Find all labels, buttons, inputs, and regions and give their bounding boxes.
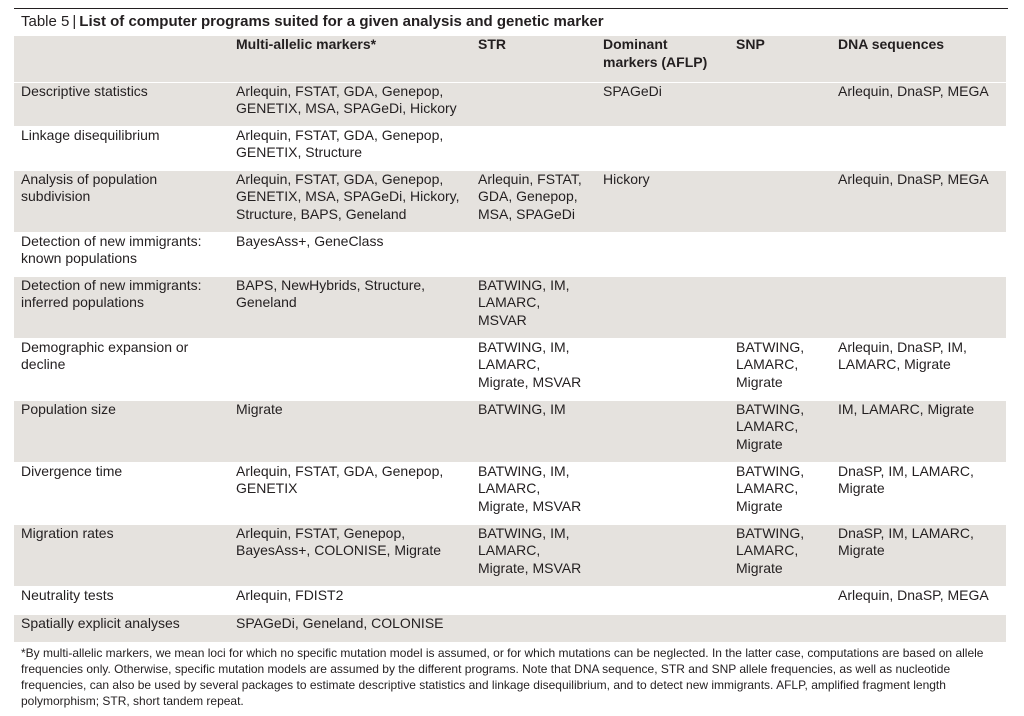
cell-analysis: Detection of new immigrants: known popul…	[21, 232, 202, 267]
table-row: Detection of new immigrants: inferred po…	[14, 276, 1006, 338]
table-number: Table 5	[21, 13, 70, 30]
cell-multi-allelic: Arlequin, FSTAT, GDA, Genepop, GENETIX, …	[236, 82, 457, 117]
table-row: Linkage disequilibrium Arlequin, FSTAT, G…	[14, 126, 1006, 170]
cell-multi-allelic: BayesAss+, GeneClass	[236, 232, 384, 249]
cell-analysis: Migration rates	[21, 524, 114, 541]
cell-dna-sequences: IM, LAMARC, Migrate	[838, 400, 975, 417]
cell-snp	[729, 276, 831, 338]
table-header: Multi-allelic markers* STR Dominant mark…	[14, 36, 1006, 82]
cell-multi-allelic: Arlequin, FSTAT, GDA, Genepop, GENETIX	[236, 462, 444, 497]
cell-dominant: Hickory	[603, 170, 650, 187]
caption-separator: |	[72, 13, 77, 30]
cell-dna-sequences: DnaSP, IM, LAMARC, Migrate	[838, 524, 974, 559]
table-body: Descriptive statistics Arlequin, FSTAT, G…	[14, 82, 1006, 642]
table-row: Spatially explicit analyses SPAGeDi, Gene…	[14, 614, 1006, 642]
cell-dominant	[596, 586, 729, 614]
header-str: STR	[478, 36, 506, 52]
header-row: Multi-allelic markers* STR Dominant mark…	[14, 36, 1006, 82]
cell-str: BATWING, IM, LAMARC, MSVAR	[478, 276, 570, 328]
cell-str: BATWING, IM, LAMARC, Migrate, MSVAR	[478, 338, 582, 390]
cell-snp	[729, 614, 831, 642]
cell-analysis: Spatially explicit analyses	[21, 614, 180, 631]
cell-snp: BATWING, LAMARC, Migrate	[736, 524, 805, 576]
cell-snp: BATWING, LAMARC, Migrate	[736, 462, 805, 514]
cell-snp	[729, 232, 831, 276]
cell-dominant	[596, 276, 729, 338]
programs-table: Multi-allelic markers* STR Dominant mark…	[14, 36, 1006, 642]
table-row: Neutrality tests Arlequin, FDIST2 Arlequin…	[14, 586, 1006, 614]
header-dominant: Dominant markers (AFLP)	[603, 36, 708, 70]
cell-analysis: Neutrality tests	[21, 586, 114, 603]
table-row: Migration rates Arlequin, FSTAT, Genepop,…	[14, 524, 1006, 586]
cell-str	[471, 586, 596, 614]
table-caption: Table 5 | List of computer programs suited…	[21, 13, 604, 31]
cell-multi-allelic: Arlequin, FSTAT, GDA, Genepop, GENETIX, …	[236, 170, 460, 222]
cell-str: BATWING, IM	[478, 400, 566, 417]
cell-multi-allelic: SPAGeDi, Geneland, COLONISE	[236, 614, 444, 631]
cell-multi-allelic	[229, 338, 471, 400]
cell-snp: BATWING, LAMARC, Migrate	[736, 338, 805, 390]
cell-str	[471, 82, 596, 126]
table-row: Population size Migrate BATWING, IM BATWING…	[14, 400, 1006, 462]
cell-snp	[729, 170, 831, 232]
cell-analysis: Population size	[21, 400, 116, 417]
cell-dna-sequences	[831, 126, 1006, 170]
cell-analysis: Descriptive statistics	[21, 82, 148, 99]
cell-dominant	[596, 126, 729, 170]
cell-snp: BATWING, LAMARC, Migrate	[736, 400, 805, 452]
cell-dominant	[596, 400, 729, 462]
cell-dna-sequences: DnaSP, IM, LAMARC, Migrate	[838, 462, 974, 497]
top-rule	[14, 8, 1008, 9]
cell-dna-sequences: Arlequin, DnaSP, MEGA	[838, 586, 989, 603]
cell-multi-allelic: Migrate	[236, 400, 283, 417]
cell-dominant	[596, 338, 729, 400]
table-row: Analysis of population subdivision Arlequ…	[14, 170, 1006, 232]
cell-dna-sequences	[831, 276, 1006, 338]
cell-snp	[729, 82, 831, 126]
cell-dna-sequences	[831, 232, 1006, 276]
cell-multi-allelic: Arlequin, FDIST2	[236, 586, 344, 603]
cell-snp	[729, 586, 831, 614]
header-dna-sequences: DNA sequences	[838, 36, 945, 52]
cell-dna-sequences: Arlequin, DnaSP, MEGA	[838, 82, 989, 99]
table-footnote: *By multi-allelic markers, we mean loci …	[21, 646, 984, 708]
cell-multi-allelic: Arlequin, FSTAT, Genepop, BayesAss+, COL…	[236, 524, 442, 559]
cell-analysis: Demographic expansion or decline	[21, 338, 189, 373]
cell-str: BATWING, IM, LAMARC, Migrate, MSVAR	[478, 462, 582, 514]
header-analysis	[14, 36, 229, 82]
cell-dna-sequences: Arlequin, DnaSP, IM, LAMARC, Migrate	[838, 338, 967, 373]
cell-analysis: Linkage disequilibrium	[21, 126, 160, 143]
cell-str: Arlequin, FSTAT, GDA, Genepop, MSA, SPAG…	[478, 170, 582, 222]
cell-dominant: SPAGeDi	[603, 82, 662, 99]
cell-analysis: Detection of new immigrants: inferred po…	[21, 276, 202, 311]
cell-str	[471, 126, 596, 170]
cell-dominant	[596, 524, 729, 586]
table-row: Descriptive statistics Arlequin, FSTAT, G…	[14, 82, 1006, 126]
cell-dominant	[596, 462, 729, 524]
table-row: Detection of new immigrants: known popul…	[14, 232, 1006, 276]
cell-snp	[729, 126, 831, 170]
cell-str	[471, 614, 596, 642]
cell-multi-allelic: BAPS, NewHybrids, Structure, Geneland	[236, 276, 426, 311]
header-multi-allelic: Multi-allelic markers*	[236, 36, 377, 52]
table-row: Demographic expansion or decline BATWING,…	[14, 338, 1006, 400]
cell-analysis: Analysis of population subdivision	[21, 170, 158, 205]
cell-analysis: Divergence time	[21, 462, 123, 479]
cell-dominant	[596, 614, 729, 642]
header-snp: SNP	[736, 36, 765, 52]
cell-dna-sequences	[831, 614, 1006, 642]
table-title: List of computer programs suited for a g…	[79, 13, 604, 30]
cell-str	[471, 232, 596, 276]
cell-dominant	[596, 232, 729, 276]
cell-multi-allelic: Arlequin, FSTAT, GDA, Genepop, GENETIX, …	[236, 126, 444, 161]
cell-str: BATWING, IM, LAMARC, Migrate, MSVAR	[478, 524, 582, 576]
table-row: Divergence time Arlequin, FSTAT, GDA, Gen…	[14, 462, 1006, 524]
cell-dna-sequences: Arlequin, DnaSP, MEGA	[838, 170, 989, 187]
